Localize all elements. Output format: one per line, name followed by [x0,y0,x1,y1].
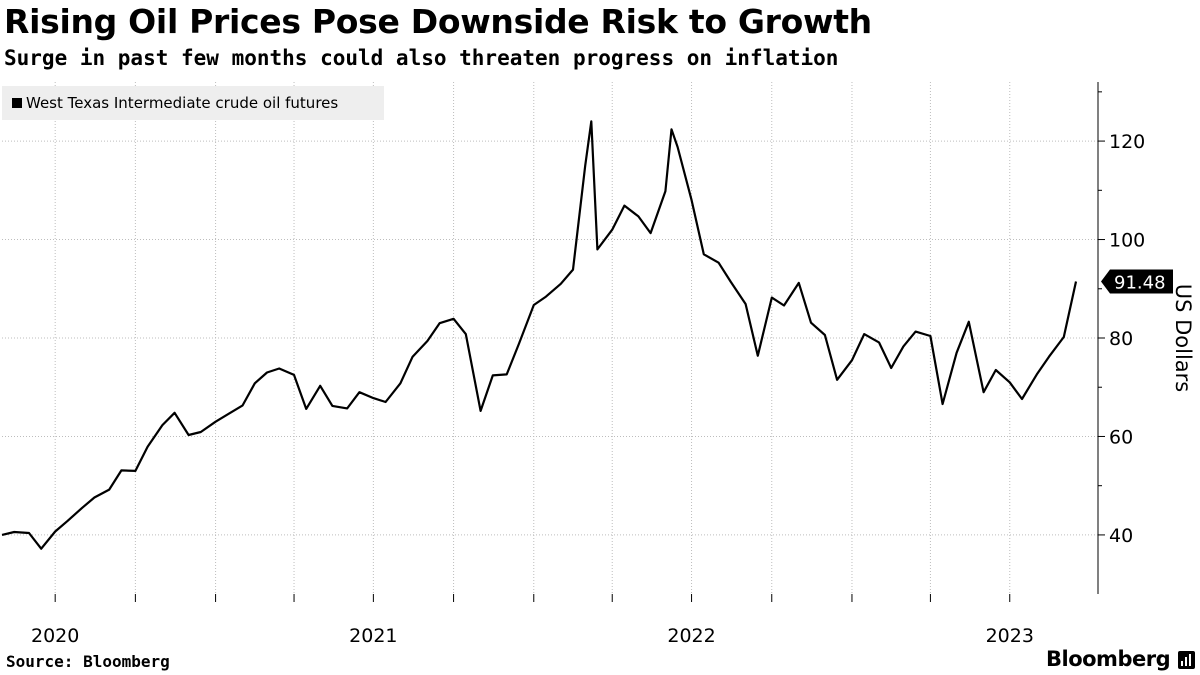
y-tick-label: 40 [1109,525,1133,547]
y-axis-title: US Dollars [1171,284,1195,393]
series-layer [1,120,1078,550]
series-line [1,120,1078,550]
badge-layer: 91.48 [1101,269,1173,294]
y-tick-label: 120 [1109,131,1145,153]
legend-swatch [12,98,22,108]
brand-logo: Bloomberg [1046,647,1171,671]
chart-subtitle: Surge in past few months could also thre… [4,46,839,70]
last-value-badge [1101,269,1173,294]
chart-title: Rising Oil Prices Pose Downside Risk to … [4,2,872,41]
x-tick-label: 2020 [31,625,79,647]
source-note: Source: Bloomberg [6,652,170,671]
y-tick-label: 100 [1109,230,1145,252]
y-tick-label: 80 [1109,328,1133,350]
axis-layer: 40 60 80 100 120 US Dollars 2020 2021 2022 2023 [31,82,1195,647]
x-tick-label: 2022 [667,625,715,647]
x-tick-label: 2023 [986,625,1034,647]
bloomberg-chart-icon [1178,651,1195,669]
legend: West Texas Intermediate crude oil future… [2,86,384,120]
legend-label: West Texas Intermediate crude oil future… [26,94,339,112]
x-tick-label: 2021 [349,625,397,647]
grid-layer [2,82,1098,594]
y-tick-label: 60 [1109,426,1133,448]
last-value-label: 91.48 [1114,272,1166,293]
